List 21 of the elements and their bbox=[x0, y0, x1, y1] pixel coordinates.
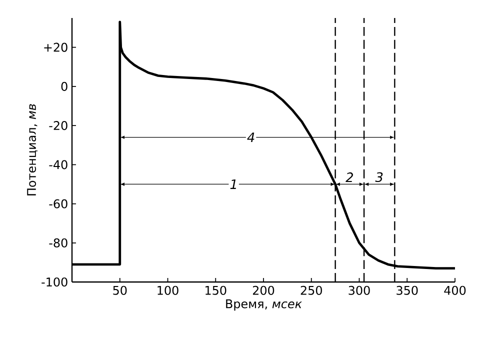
y-tick-label: -60 bbox=[49, 199, 68, 208]
x-tick-label: 350 bbox=[396, 286, 418, 295]
annotation: 3 bbox=[375, 172, 383, 182]
annotation: 1 bbox=[230, 180, 236, 189]
x-tick-label: 400 bbox=[444, 286, 466, 295]
y-tick-label: 0 bbox=[61, 82, 68, 91]
x-tick-label: 300 bbox=[348, 286, 370, 295]
y-tick-label: -40 bbox=[49, 160, 68, 170]
annotation: 4 bbox=[247, 132, 254, 142]
y-tick-label: -100 bbox=[42, 277, 68, 287]
x-tick-label: 200 bbox=[252, 286, 274, 295]
x-tick-label: 50 bbox=[113, 286, 127, 295]
y-tick-label: +20 bbox=[44, 42, 68, 52]
y-tick-label: -20 bbox=[49, 121, 68, 130]
x-axis-title: Время, мсек bbox=[226, 299, 302, 311]
x-tick-label: 250 bbox=[300, 286, 322, 295]
x-tick-label: 150 bbox=[206, 286, 226, 295]
y-tick-label: -80 bbox=[49, 238, 68, 248]
annotation: 2 bbox=[346, 172, 353, 182]
y-axis-title: Потенциал, мв bbox=[27, 104, 38, 196]
x-tick-label: 100 bbox=[158, 286, 178, 295]
